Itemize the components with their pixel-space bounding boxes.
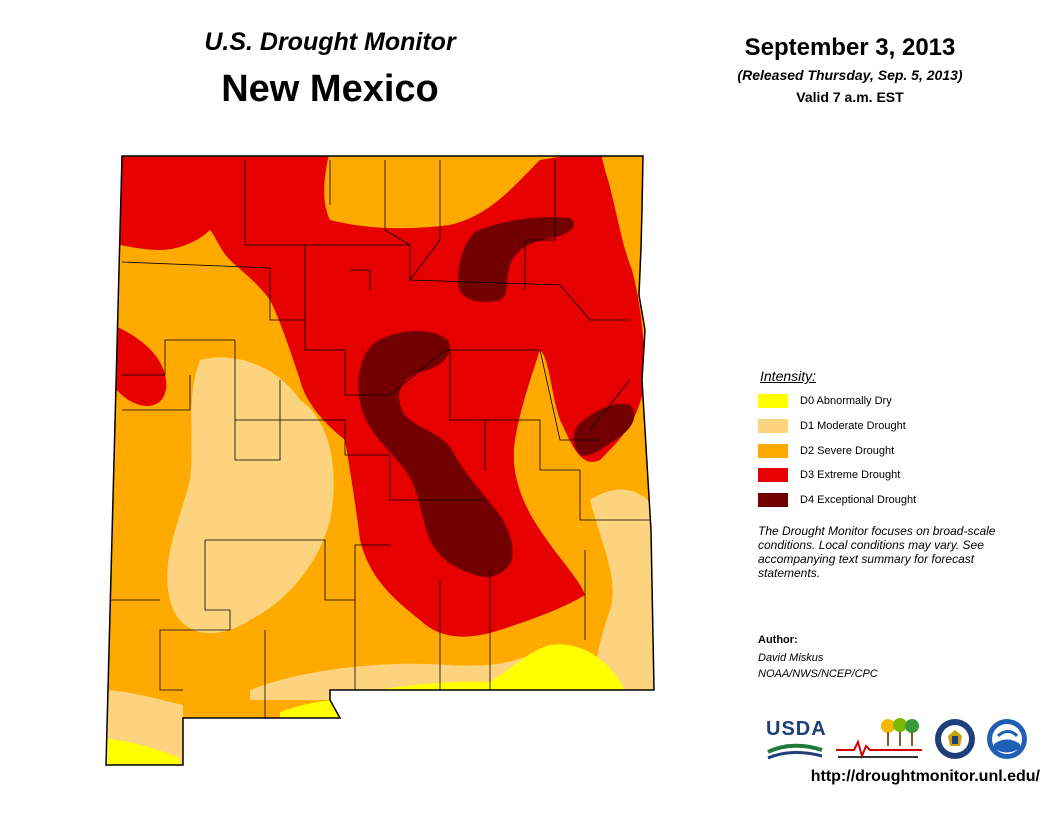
d1-region-se [590,489,654,700]
state-title: New Mexico [221,68,439,110]
legend-label-d3: D3 Extreme Drought [800,469,901,481]
author-org: NOAA/NWS/NCEP/CPC [758,668,878,680]
commerce-seal-icon [934,718,976,760]
release-date: (Released Thursday, Sep. 5, 2013) [737,67,963,83]
usda-swoosh-icon [767,743,823,760]
legend-label-d0: D0 Abnormally Dry [800,395,892,407]
d1-region-west [167,357,334,634]
disclaimer-note: The Drought Monitor focuses on broad-sca… [758,524,996,580]
legend-label-d4: D4 Exceptional Drought [800,494,917,506]
usda-logo: USDA [766,718,827,762]
legend-swatch-d3 [758,468,788,482]
author-label: Author: [758,634,798,646]
legend-label-d2: D2 Severe Drought [800,445,895,457]
state-outline [105,155,655,766]
website-url[interactable]: http://droughtmonitor.unl.edu/ [810,768,1040,785]
d0-region-se [350,644,625,700]
d0-region-south [280,700,345,720]
d4-region-central [358,330,513,577]
county-boundaries [110,160,650,718]
legend-label-d1: D1 Moderate Drought [800,420,906,432]
d0-region-sw [106,738,180,765]
legend-swatch-d4 [758,493,788,507]
legend-swatch-d1 [758,419,788,433]
noaa-logo-icon [986,718,1028,760]
legend-title: Intensity: [760,368,817,384]
usda-logo-text: USDA [766,718,827,740]
d4-region-east [573,403,635,456]
author-name: David Miskus [758,652,824,664]
d4-region-northeast [458,217,574,302]
map-date: September 3, 2013 [744,34,956,61]
product-title: U.S. Drought Monitor [204,28,456,56]
valid-time: Valid 7 a.m. EST [796,89,904,105]
legend-swatch-d2 [758,444,788,458]
legend-swatch-d0 [758,394,788,408]
ndmc-logo-icon [834,716,924,764]
